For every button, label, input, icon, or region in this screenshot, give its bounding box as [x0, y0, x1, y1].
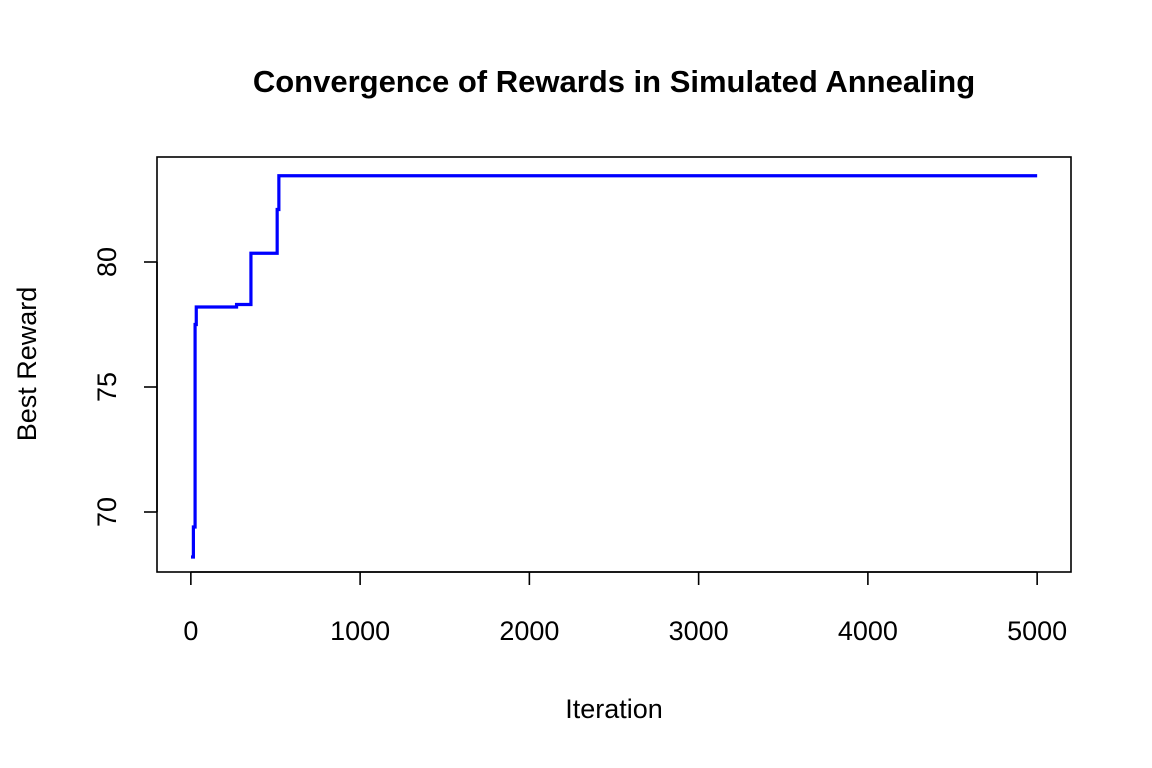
- x-tick-label: 3000: [669, 616, 729, 646]
- y-tick-label: 80: [92, 247, 122, 277]
- x-tick-label: 4000: [838, 616, 898, 646]
- y-tick-label: 75: [92, 372, 122, 402]
- x-tick-label: 2000: [499, 616, 559, 646]
- y-tick-label: 70: [92, 497, 122, 527]
- x-tick-label: 5000: [1007, 616, 1067, 646]
- plot-area-frame: [156, 156, 1072, 573]
- y-axis: 70 75 80: [92, 247, 158, 527]
- y-axis-label: Best Reward: [12, 287, 42, 442]
- x-tick-label: 0: [183, 616, 198, 646]
- x-tick-label: 1000: [330, 616, 390, 646]
- x-axis: 0 1000 2000 3000 4000 5000: [183, 571, 1067, 646]
- series-layer: [191, 174, 1038, 559]
- chart-title: Convergence of Rewards in Simulated Anne…: [253, 64, 975, 99]
- x-axis-label: Iteration: [565, 694, 663, 724]
- series-line: [191, 174, 1038, 559]
